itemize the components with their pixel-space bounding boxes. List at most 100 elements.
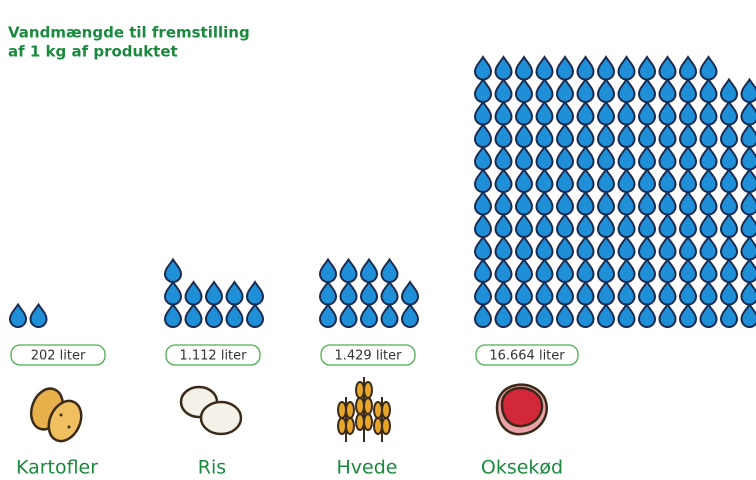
drop-group (319, 258, 419, 328)
drop (699, 258, 718, 283)
drop (474, 78, 492, 103)
drop (494, 146, 513, 171)
drop (740, 191, 756, 216)
drop (576, 281, 595, 306)
drop (556, 303, 574, 328)
drop (679, 168, 697, 193)
drop (699, 123, 718, 148)
drop (597, 123, 615, 148)
drop (494, 191, 513, 216)
drop (494, 303, 513, 328)
drop (638, 258, 656, 283)
drop (720, 236, 738, 261)
drop (515, 168, 533, 193)
drop-group (9, 303, 48, 328)
drop (535, 236, 554, 261)
drop (720, 191, 738, 216)
drop (679, 78, 697, 103)
drop (638, 101, 656, 126)
drop (617, 191, 636, 216)
drop (720, 168, 738, 193)
drop (576, 78, 595, 103)
drop (638, 168, 656, 193)
drop (638, 213, 656, 238)
drop (474, 303, 492, 328)
value-label: 1.112 liter (179, 349, 247, 364)
drop (339, 258, 358, 283)
drop (699, 281, 718, 306)
drop (576, 303, 595, 328)
drop (515, 146, 533, 171)
drop (494, 78, 513, 103)
drop (494, 213, 513, 238)
drop (720, 123, 738, 148)
drop (515, 236, 533, 261)
drop (535, 56, 554, 81)
drop (740, 101, 756, 126)
drop (617, 78, 636, 103)
drop (679, 146, 697, 171)
drop (576, 258, 595, 283)
drop (679, 303, 697, 328)
drop (597, 258, 615, 283)
drop (535, 101, 554, 126)
drop (556, 281, 574, 306)
drop (679, 123, 697, 148)
drop (515, 56, 533, 81)
drop (679, 281, 697, 306)
drop (658, 191, 677, 216)
drop (380, 258, 399, 283)
value-pill (165, 344, 261, 366)
drop (617, 101, 636, 126)
drop (658, 146, 677, 171)
drop (515, 281, 533, 306)
drop (556, 258, 574, 283)
drop (617, 258, 636, 283)
drop (638, 191, 656, 216)
drop (339, 281, 358, 306)
drop (576, 213, 595, 238)
drop (658, 213, 677, 238)
drop (515, 78, 533, 103)
drop (319, 281, 337, 306)
drop (720, 303, 738, 328)
chart-title: Vandmængde til fremstilling (8, 24, 250, 42)
category-label: Ris (198, 457, 226, 479)
value-label: 1.429 liter (334, 349, 402, 364)
drop (658, 303, 677, 328)
drop (494, 56, 513, 81)
drop (360, 281, 378, 306)
drop (597, 303, 615, 328)
category-label: Hvede (337, 457, 398, 479)
drop (597, 213, 615, 238)
drop (720, 101, 738, 126)
drop (494, 236, 513, 261)
drop (556, 236, 574, 261)
drop (556, 146, 574, 171)
drop (556, 78, 574, 103)
drop (740, 258, 756, 283)
drop (658, 281, 677, 306)
drop (535, 123, 554, 148)
drop (740, 168, 756, 193)
drop (638, 303, 656, 328)
value-label: 16.664 liter (489, 349, 565, 364)
drop (401, 303, 419, 328)
drop (576, 168, 595, 193)
drop (658, 168, 677, 193)
drop (679, 191, 697, 216)
drop (699, 78, 718, 103)
drop (699, 146, 718, 171)
drop (556, 101, 574, 126)
drop (494, 168, 513, 193)
drop (515, 303, 533, 328)
drop (699, 168, 718, 193)
drop (556, 213, 574, 238)
drop (597, 281, 615, 306)
drop (515, 191, 533, 216)
drop (246, 303, 264, 328)
drop (494, 101, 513, 126)
drop (740, 78, 756, 103)
